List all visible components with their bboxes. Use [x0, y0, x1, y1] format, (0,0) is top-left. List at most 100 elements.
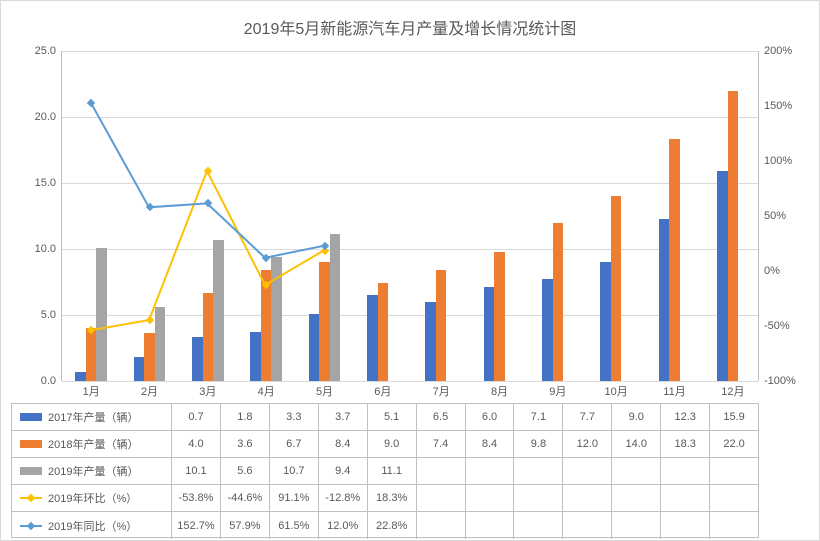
table-cell — [514, 485, 563, 511]
ytick-left: 20.0 — [35, 111, 62, 123]
table-cell: 22.8% — [368, 512, 417, 539]
x-category-label: 6月 — [374, 383, 391, 399]
table-cell — [514, 458, 563, 484]
table-cell: 10.7 — [270, 458, 319, 484]
table-cell — [612, 512, 661, 539]
ytick-left: 5.0 — [41, 309, 62, 321]
ytick-left: 25.0 — [35, 45, 62, 57]
table-cell — [563, 512, 612, 539]
ytick-right: -100% — [758, 375, 796, 387]
table-cell: 9.4 — [319, 458, 368, 484]
x-category-label: 9月 — [549, 383, 566, 399]
table-cell: 22.0 — [710, 431, 758, 457]
plot-area: 0.05.010.015.020.025.0-100%-50%0%50%100%… — [61, 51, 759, 381]
table-cell: 7.4 — [417, 431, 466, 457]
table-cell — [661, 512, 710, 539]
table-cell — [563, 458, 612, 484]
table-cell — [466, 512, 515, 539]
line-layer — [62, 51, 758, 381]
table-cell: 12.0 — [563, 431, 612, 457]
ytick-right: 100% — [758, 155, 792, 167]
table-cell: 18.3% — [368, 485, 417, 511]
line-yoy2019 — [91, 103, 323, 258]
ytick-right: -50% — [758, 320, 790, 332]
table-cell — [710, 458, 758, 484]
ytick-left: 10.0 — [35, 243, 62, 255]
ytick-left: 15.0 — [35, 177, 62, 189]
ytick-left: 0.0 — [41, 375, 62, 387]
legend-swatch-bar — [20, 413, 42, 421]
table-cell: -12.8% — [319, 485, 368, 511]
table-cell: 9.0 — [368, 431, 417, 457]
table-cell — [661, 485, 710, 511]
legend-cell: 2019年产量（辆） — [12, 458, 172, 484]
legend-swatch-bar — [20, 440, 42, 448]
table-cell: 6.0 — [466, 404, 515, 430]
chart-container: 2019年5月新能源汽车月产量及增长情况统计图 0.05.010.015.020… — [0, 0, 820, 541]
data-table: 2017年产量（辆）0.71.83.33.75.16.56.07.17.79.0… — [11, 403, 759, 538]
table-cell: 15.9 — [710, 404, 758, 430]
table-cell: 57.9% — [221, 512, 270, 539]
x-category-label: 10月 — [605, 383, 628, 399]
ytick-right: 50% — [758, 210, 786, 222]
table-cell — [417, 485, 466, 511]
x-category-label: 1月 — [83, 383, 100, 399]
table-cell — [710, 512, 758, 539]
legend-cell: 2018年产量（辆） — [12, 431, 172, 457]
table-cell — [563, 485, 612, 511]
x-category-label: 12月 — [721, 383, 744, 399]
table-cell: 9.8 — [514, 431, 563, 457]
ytick-right: 200% — [758, 45, 792, 57]
legend-cell: 2019年同比（%） — [12, 512, 172, 539]
table-row: 2018年产量（辆）4.03.66.78.49.07.48.49.812.014… — [12, 431, 758, 458]
legend-swatch-line — [20, 497, 42, 499]
table-cell — [417, 512, 466, 539]
table-cell: 3.6 — [221, 431, 270, 457]
table-cell: 10.1 — [172, 458, 221, 484]
table-cell — [612, 485, 661, 511]
table-cell: 7.1 — [514, 404, 563, 430]
table-row: 2019年产量（辆） 10.15.610.79.411.1 — [12, 458, 758, 485]
table-cell: 91.1% — [270, 485, 319, 511]
legend-swatch-line — [20, 525, 42, 527]
table-cell: 61.5% — [270, 512, 319, 539]
x-category-label: 7月 — [433, 383, 450, 399]
table-cell — [710, 485, 758, 511]
table-cell: -53.8% — [172, 485, 221, 511]
x-category-label: 8月 — [491, 383, 508, 399]
table-cell: 9.0 — [612, 404, 661, 430]
legend-swatch-bar — [20, 467, 42, 475]
table-row: 2017年产量（辆）0.71.83.33.75.16.56.07.17.79.0… — [12, 404, 758, 431]
x-category-label: 4月 — [258, 383, 275, 399]
table-cell: 5.1 — [368, 404, 417, 430]
table-cell: 152.7% — [172, 512, 221, 539]
table-cell: 4.0 — [172, 431, 221, 457]
table-cell: 6.5 — [417, 404, 466, 430]
table-cell: 7.7 — [563, 404, 612, 430]
legend-label: 2019年环比（%） — [48, 490, 137, 506]
table-cell: 8.4 — [466, 431, 515, 457]
legend-cell: 2017年产量（辆） — [12, 404, 172, 430]
table-cell: 6.7 — [270, 431, 319, 457]
table-row: 2019年环比（%）-53.8%-44.6%91.1%-12.8%18.3% — [12, 485, 758, 512]
gridline — [62, 381, 758, 382]
table-cell: 12.3 — [661, 404, 710, 430]
table-cell: 14.0 — [612, 431, 661, 457]
ytick-right: 0% — [758, 265, 780, 277]
legend-label: 2019年产量（辆） — [48, 463, 138, 479]
chart-title: 2019年5月新能源汽车月产量及增长情况统计图 — [1, 15, 819, 39]
legend-label: 2018年产量（辆） — [48, 436, 138, 452]
table-cell: 18.3 — [661, 431, 710, 457]
table-cell: 1.8 — [221, 404, 270, 430]
legend-label: 2019年同比（%） — [48, 518, 137, 534]
table-cell: 11.1 — [368, 458, 417, 484]
legend-label: 2017年产量（辆） — [48, 409, 138, 425]
x-category-label: 11月 — [663, 383, 685, 399]
x-category-label: 5月 — [316, 383, 333, 399]
table-row: 2019年同比（%）152.7%57.9%61.5%12.0%22.8% — [12, 512, 758, 539]
x-category-label: 2月 — [141, 383, 158, 399]
table-cell — [466, 458, 515, 484]
table-cell: 3.7 — [319, 404, 368, 430]
table-cell: 5.6 — [221, 458, 270, 484]
table-cell — [514, 512, 563, 539]
